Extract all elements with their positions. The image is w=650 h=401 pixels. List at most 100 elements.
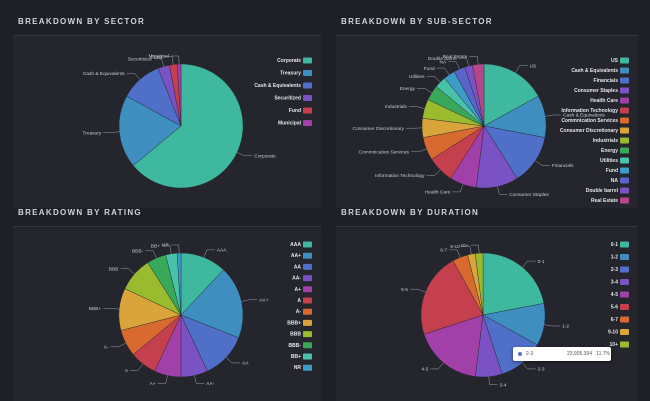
legend-label-commnication-services[interactable]: Commnication Services: [561, 118, 618, 124]
legend-label-consumer-staples[interactable]: Consumer Staples: [574, 88, 618, 94]
legend-swatch-4-5[interactable]: [620, 292, 629, 298]
pie-label-6-7: 6-7: [440, 248, 447, 254]
legend-label-4-5[interactable]: 4-5: [611, 292, 618, 298]
legend-swatch-information-technology[interactable]: [620, 108, 629, 114]
legend-swatch-bbb[interactable]: [303, 331, 312, 337]
legend-label-real-estate[interactable]: Real Estate: [591, 198, 618, 204]
legend-label-financials[interactable]: Financials: [594, 78, 619, 84]
pie-label-nr: NR: [162, 243, 169, 249]
tooltip-color-dot: [518, 352, 522, 356]
legend-swatch-2-3[interactable]: [620, 267, 629, 273]
legend-swatch-3-4[interactable]: [620, 279, 629, 285]
legend-label-fund[interactable]: Fund: [289, 108, 301, 114]
legend-swatch-fund[interactable]: [620, 168, 629, 174]
legend-label-treasury[interactable]: Treasury: [280, 71, 301, 77]
legend-swatch-industrials[interactable]: [620, 138, 629, 144]
legend-label-information-technology[interactable]: Information Technology: [561, 108, 618, 114]
chart-title: BREAKDOWN BY DURATION: [341, 208, 479, 217]
legend-label-aa[interactable]: AA: [294, 264, 302, 270]
legend-label-aa[interactable]: AA+: [291, 253, 301, 259]
legend-label-2-3[interactable]: 2-3: [611, 267, 618, 273]
pie-leader-line: [544, 325, 560, 326]
legend-label-6-7[interactable]: 6-7: [611, 317, 618, 323]
pie-label-a: A-: [104, 345, 109, 351]
legend-swatch-aa[interactable]: [303, 253, 312, 259]
legend-swatch-fund[interactable]: [303, 108, 312, 114]
legend-swatch-5-6[interactable]: [620, 304, 629, 310]
legend-label-energy[interactable]: Energy: [601, 148, 618, 154]
pie-leader-line: [427, 77, 441, 83]
legend-label-corporate[interactable]: Corporate: [277, 58, 301, 64]
legend-swatch-bb[interactable]: [303, 354, 312, 360]
legend-swatch-aa[interactable]: [303, 264, 312, 270]
legend-label-aa[interactable]: AA-: [292, 276, 301, 282]
legend-swatch-corporate[interactable]: [303, 58, 312, 64]
legend-swatch-6-7[interactable]: [620, 317, 629, 323]
legend-swatch-securitized[interactable]: [303, 95, 312, 101]
legend-label-5-6[interactable]: 5-6: [611, 305, 618, 311]
legend-swatch-consumer-discretionary[interactable]: [620, 128, 629, 134]
pie-leader-line: [523, 363, 536, 369]
legend-label-a[interactable]: A: [297, 298, 301, 304]
legend-swatch-aa[interactable]: [303, 275, 312, 281]
legend-label-double-barrel[interactable]: Double barrel: [586, 188, 619, 194]
legend-label-bbb[interactable]: BBB: [290, 332, 301, 338]
legend-swatch-financials[interactable]: [620, 78, 629, 84]
pie-chart-duration: 0-10-11-21-22-32-33-43-44-54-55-65-66-76…: [336, 227, 638, 401]
legend-swatch-municipal[interactable]: [303, 120, 312, 126]
legend-label-industrials[interactable]: Industrials: [593, 138, 619, 144]
legend-label-a[interactable]: A+: [294, 287, 301, 293]
legend-label-9-10[interactable]: 9-10: [608, 330, 618, 336]
pie-leader-line: [437, 68, 450, 75]
legend-label-bb[interactable]: BB+: [291, 354, 301, 360]
pie-label-treasury: Treasury: [83, 130, 102, 136]
legend-swatch-a[interactable]: [303, 286, 312, 292]
legend-label-us[interactable]: US: [611, 58, 619, 64]
legend-label-municipal[interactable]: Municipal: [278, 121, 302, 127]
legend-swatch-double-barrel[interactable]: [620, 188, 629, 194]
legend-swatch-us[interactable]: [620, 58, 629, 64]
pie-label-bbb: BBB-: [132, 249, 144, 255]
legend-swatch-energy[interactable]: [620, 148, 629, 154]
legend-label-securitized[interactable]: Securitized: [274, 96, 301, 102]
legend-label-3-4[interactable]: 3-4: [611, 280, 618, 286]
legend-label-health-care[interactable]: Health Care: [590, 98, 618, 104]
legend-swatch-nr[interactable]: [303, 365, 312, 371]
legend-swatch-cash-equivalents[interactable]: [303, 83, 312, 89]
pie-label-real-estate: Real Estate: [443, 54, 468, 60]
legend-label-1-2[interactable]: 1-2: [611, 255, 618, 261]
legend-label-10[interactable]: 10+: [610, 342, 619, 348]
legend-swatch-0-1[interactable]: [620, 242, 629, 248]
legend-swatch-cash-equivalents[interactable]: [620, 68, 629, 74]
legend-label-utilities[interactable]: Utilities: [600, 158, 618, 164]
legend-swatch-na[interactable]: [620, 178, 629, 184]
pie-label-aa: AA: [242, 361, 249, 367]
legend-swatch-a[interactable]: [303, 309, 312, 315]
legend-label-cash-equivalents[interactable]: Cash & Equivalents: [571, 68, 618, 74]
legend-label-consumer-discretionary[interactable]: Consumer Discretionary: [560, 128, 618, 134]
legend-label-fund[interactable]: Fund: [606, 168, 618, 174]
legend-swatch-real-estate[interactable]: [620, 198, 629, 204]
legend-swatch-treasury[interactable]: [303, 70, 312, 76]
legend-label-cash-equivalents[interactable]: Cash & Equivalents: [254, 83, 301, 89]
legend-swatch-aaa[interactable]: [303, 242, 312, 248]
legend-swatch-utilities[interactable]: [620, 158, 629, 164]
legend-label-aaa[interactable]: AAA: [290, 242, 301, 248]
legend-label-nr[interactable]: NR: [294, 365, 302, 371]
legend-label-0-1[interactable]: 0-1: [611, 242, 618, 248]
legend-label-bbb[interactable]: BBB-: [289, 343, 302, 349]
legend-swatch-bbb[interactable]: [303, 342, 312, 348]
legend-swatch-a[interactable]: [303, 298, 312, 304]
legend-swatch-1-2[interactable]: [620, 254, 629, 260]
legend-label-na[interactable]: NA: [611, 178, 619, 184]
legend-swatch-9-10[interactable]: [620, 329, 629, 335]
legend-swatch-bbb[interactable]: [303, 320, 312, 326]
legend-swatch-consumer-staples[interactable]: [620, 88, 629, 94]
pie-label-fund: Fund: [424, 66, 435, 72]
legend-label-bbb[interactable]: BBB+: [287, 320, 301, 326]
legend-swatch-commnication-services[interactable]: [620, 118, 629, 124]
legend-swatch-10[interactable]: [620, 342, 629, 348]
legend-swatch-health-care[interactable]: [620, 98, 629, 104]
legend-label-a[interactable]: A-: [296, 309, 302, 315]
